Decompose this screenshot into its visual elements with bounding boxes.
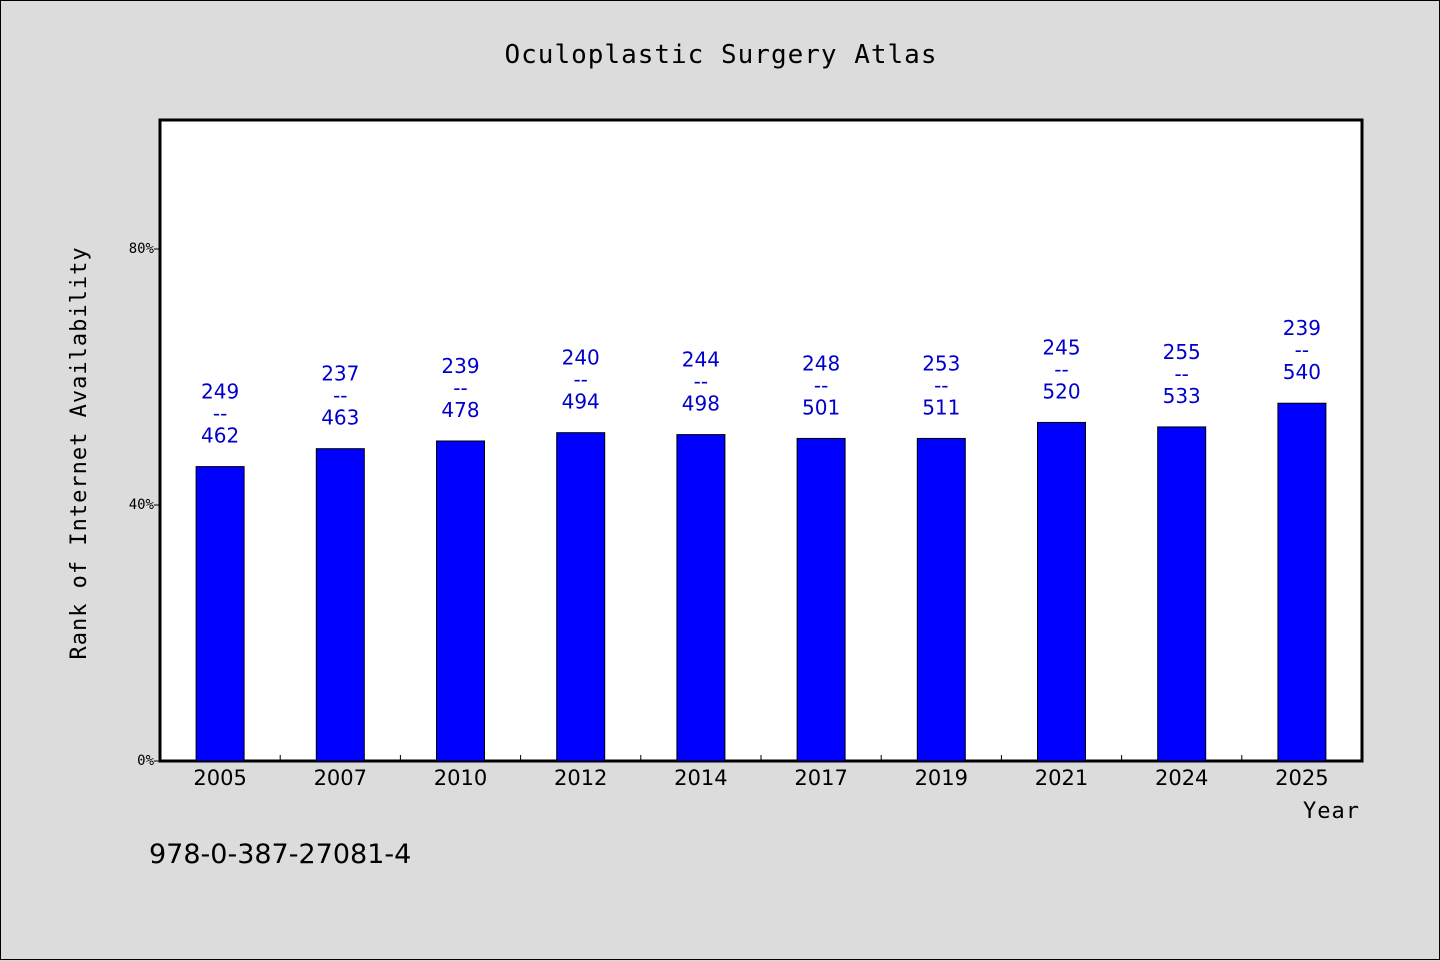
data-label-2005-0: 249 [201, 380, 239, 404]
x-tick-label-2014: 2014 [674, 766, 727, 790]
data-label-2025-0: 239 [1283, 316, 1321, 340]
data-label-2012-2: 494 [562, 390, 600, 414]
x-axis-label: Year [1303, 799, 1360, 824]
y-tick-label: 80% [129, 241, 155, 257]
data-label-2014-1: -- [694, 370, 708, 394]
data-label-2005-1: -- [213, 402, 227, 426]
x-tick-label-2012: 2012 [554, 766, 607, 790]
y-axis: 0% 40% 80% [129, 241, 160, 769]
y-axis-label: Rank of Internet Availability [67, 246, 92, 659]
data-label-2017-2: 501 [802, 395, 840, 419]
data-labels-layer: 249--462237--463239--478240--494244--498… [201, 316, 1321, 447]
isbn-code: 978-0-387-27081-4 [149, 839, 411, 870]
data-label-2021-2: 520 [1042, 379, 1080, 403]
data-label-2021-1: -- [1054, 357, 1068, 381]
x-tick-label-2024: 2024 [1155, 766, 1208, 790]
bar-2019 [916, 437, 966, 762]
bar-2007 [315, 448, 365, 762]
data-label-2019-1: -- [934, 373, 948, 397]
y-tick-label: 0% [137, 753, 154, 769]
data-label-2005-2: 462 [201, 424, 239, 448]
data-label-2010-2: 478 [441, 398, 479, 422]
data-label-2014-2: 498 [682, 392, 720, 416]
data-label-2025-2: 540 [1283, 360, 1321, 384]
data-label-2007-0: 237 [321, 362, 359, 386]
data-label-2012-1: -- [573, 368, 587, 392]
data-label-2024-2: 533 [1163, 384, 1201, 408]
data-label-2019-0: 253 [922, 351, 960, 375]
bar-2010 [436, 440, 485, 762]
data-label-2010-0: 239 [441, 354, 479, 378]
x-axis: 2005 2007 2010 2012 2014 2017 2019 2021 2024 2025 [193, 755, 1329, 790]
data-label-2024-0: 255 [1163, 340, 1201, 364]
bar-2017 [796, 437, 846, 762]
bar-2024 [1157, 426, 1207, 762]
data-label-2017-0: 248 [802, 351, 840, 375]
bar-2005 [195, 466, 245, 762]
bar-2014 [676, 434, 726, 762]
x-tick-label-2010: 2010 [434, 766, 487, 790]
chart-title: Oculoplastic Surgery Atlas [505, 40, 938, 70]
x-tick-label-2005: 2005 [193, 766, 246, 790]
x-tick-label-2019: 2019 [915, 766, 968, 790]
bar-2021 [1037, 421, 1086, 762]
bar-2012 [556, 432, 606, 762]
y-tick-label: 40% [129, 497, 155, 513]
data-label-2019-2: 511 [922, 395, 960, 419]
data-label-2024-1: -- [1174, 362, 1188, 386]
x-tick-label-2021: 2021 [1035, 766, 1088, 790]
data-label-2007-1: -- [333, 384, 347, 408]
data-label-2025-1: -- [1295, 338, 1309, 362]
data-label-2017-1: -- [814, 373, 828, 397]
x-tick-label-2007: 2007 [314, 766, 367, 790]
x-tick-label-2025: 2025 [1275, 766, 1328, 790]
x-tick-label-2017: 2017 [794, 766, 847, 790]
bar-2025 [1277, 402, 1327, 762]
data-label-2007-2: 463 [321, 406, 359, 430]
bars-layer [195, 402, 1327, 762]
data-label-2021-0: 245 [1042, 335, 1080, 359]
data-label-2014-0: 244 [682, 348, 720, 372]
data-label-2012-0: 240 [562, 346, 600, 370]
data-label-2010-1: -- [453, 376, 467, 400]
